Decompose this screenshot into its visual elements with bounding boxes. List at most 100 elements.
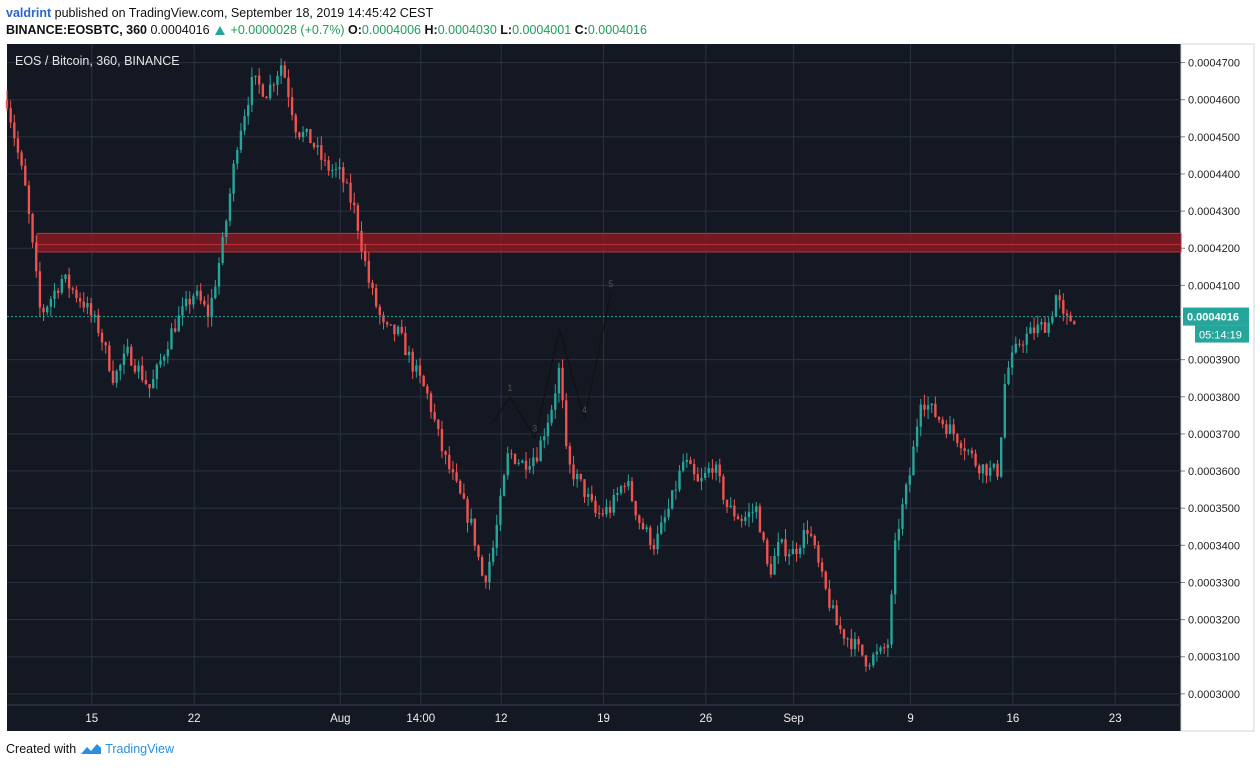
price-tick-label: 0.0003200 — [1188, 615, 1240, 627]
candle — [1021, 340, 1025, 353]
candle — [579, 473, 583, 482]
candle — [232, 159, 235, 202]
candle — [996, 459, 999, 481]
candle-body — [1051, 316, 1054, 323]
candle — [510, 449, 513, 460]
candle-body — [941, 419, 944, 425]
candle — [641, 518, 645, 531]
candle-body — [1010, 352, 1014, 368]
candle-body — [104, 342, 107, 346]
candle-body — [904, 484, 908, 505]
candle-body — [692, 464, 696, 475]
candle — [1065, 309, 1069, 325]
candle — [586, 487, 590, 506]
price-tick-label: 0.0003900 — [1188, 355, 1240, 367]
candle-body — [119, 364, 122, 371]
candle-body — [948, 424, 952, 434]
candle — [546, 413, 550, 445]
candle — [89, 297, 93, 323]
footer: Created with TradingView — [6, 742, 174, 756]
candle-body — [638, 515, 641, 523]
candle — [312, 142, 316, 150]
candle-body — [513, 453, 517, 464]
time-tick-label: Aug — [330, 713, 350, 725]
candle-body — [561, 367, 564, 401]
candle-body — [586, 494, 590, 497]
candle — [64, 274, 67, 283]
candle — [144, 370, 148, 386]
candle — [301, 126, 305, 143]
candle — [711, 459, 714, 480]
candle-body — [480, 557, 484, 576]
candle — [283, 61, 286, 79]
wave-label: 1 — [507, 383, 512, 393]
price-tick-label: 0.0003000 — [1188, 689, 1240, 701]
candle-body — [1062, 300, 1065, 314]
price-tick-label: 0.0004500 — [1188, 132, 1240, 144]
candle — [254, 75, 257, 85]
countdown-badge — [1195, 325, 1249, 343]
candle-body — [857, 639, 860, 645]
candle-body — [915, 426, 919, 447]
high-label: H: — [424, 23, 438, 37]
candle — [890, 590, 893, 649]
candle-body — [426, 386, 429, 394]
candle — [557, 362, 561, 403]
candle-body — [60, 279, 64, 293]
time-tick-label: 23 — [1109, 713, 1122, 725]
candle — [550, 404, 553, 426]
candle-body — [809, 533, 813, 536]
price-tick-label: 0.0004200 — [1188, 243, 1240, 255]
candle — [60, 274, 64, 295]
candle — [755, 502, 758, 519]
candle-body — [294, 115, 297, 133]
candle — [385, 321, 389, 328]
candle — [619, 484, 623, 496]
candle-body — [287, 77, 290, 98]
candle-body — [663, 517, 667, 523]
candle-body — [802, 530, 805, 548]
candle-body — [660, 522, 663, 534]
tradingview-brand[interactable]: TradingView — [105, 742, 174, 756]
candle-body — [459, 480, 462, 494]
candle-body — [250, 76, 254, 105]
candle-body — [455, 472, 458, 481]
candle — [652, 538, 656, 556]
candle-body — [506, 453, 509, 476]
candle — [780, 538, 784, 544]
candle — [126, 338, 129, 357]
candle-body — [444, 451, 447, 455]
candle-body — [839, 625, 842, 630]
price-axis-panel — [1180, 43, 1255, 732]
candle — [572, 455, 575, 487]
author-name[interactable]: valdrint — [6, 6, 52, 20]
candle — [773, 548, 776, 575]
candle — [100, 328, 104, 351]
candle-body — [945, 424, 948, 434]
candle — [930, 403, 933, 414]
candle-body — [155, 364, 159, 380]
candle-body — [374, 288, 378, 307]
candle — [170, 323, 173, 350]
candle — [736, 513, 740, 520]
candle — [24, 158, 27, 187]
candle-body — [795, 548, 798, 554]
candle-body — [411, 351, 414, 372]
candle — [985, 463, 988, 484]
candle — [499, 488, 502, 532]
candle-body — [462, 493, 466, 499]
candle — [152, 369, 155, 389]
candle — [349, 173, 352, 210]
candle — [272, 82, 276, 93]
candle — [404, 326, 407, 356]
candle-body — [327, 160, 330, 171]
candle — [967, 448, 970, 456]
candle — [491, 540, 495, 566]
candle-body — [309, 128, 312, 144]
candle — [415, 359, 418, 378]
candle-body — [1003, 383, 1007, 438]
candle — [298, 131, 301, 140]
open-label: O: — [348, 23, 362, 37]
candle — [111, 360, 115, 386]
